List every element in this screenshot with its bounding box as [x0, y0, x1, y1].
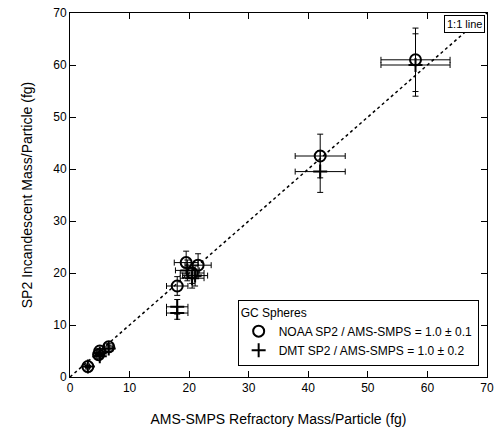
svg-text:NOAA SP2 / AMS-SMPS = 1.0 ± 0.: NOAA SP2 / AMS-SMPS = 1.0 ± 0.1 [279, 325, 472, 339]
svg-text:70: 70 [53, 6, 67, 20]
svg-text:AMS-SMPS Refractory Mass/Parti: AMS-SMPS Refractory Mass/Particle (fg) [151, 411, 407, 427]
svg-text:60: 60 [421, 381, 435, 395]
svg-text:30: 30 [242, 381, 256, 395]
svg-text:70: 70 [480, 381, 494, 395]
svg-text:30: 30 [53, 214, 67, 228]
svg-text:0: 0 [60, 370, 67, 384]
svg-text:60: 60 [53, 58, 67, 72]
svg-text:1:1 line: 1:1 line [447, 18, 482, 30]
svg-text:10: 10 [53, 318, 67, 332]
svg-text:SP2 Incandescent Mass/Particle: SP2 Incandescent Mass/Particle (fg) [19, 82, 35, 308]
svg-text:50: 50 [361, 381, 375, 395]
svg-text:20: 20 [182, 381, 196, 395]
svg-text:DMT SP2 / AMS-SMPS = 1.0 ± 0.2: DMT SP2 / AMS-SMPS = 1.0 ± 0.2 [279, 344, 465, 358]
svg-text:0: 0 [67, 381, 74, 395]
svg-text:40: 40 [53, 162, 67, 176]
svg-text:40: 40 [302, 381, 316, 395]
svg-text:50: 50 [53, 110, 67, 124]
svg-text:20: 20 [53, 266, 67, 280]
svg-text:10: 10 [123, 381, 137, 395]
svg-text:GC Spheres: GC Spheres [241, 306, 307, 320]
